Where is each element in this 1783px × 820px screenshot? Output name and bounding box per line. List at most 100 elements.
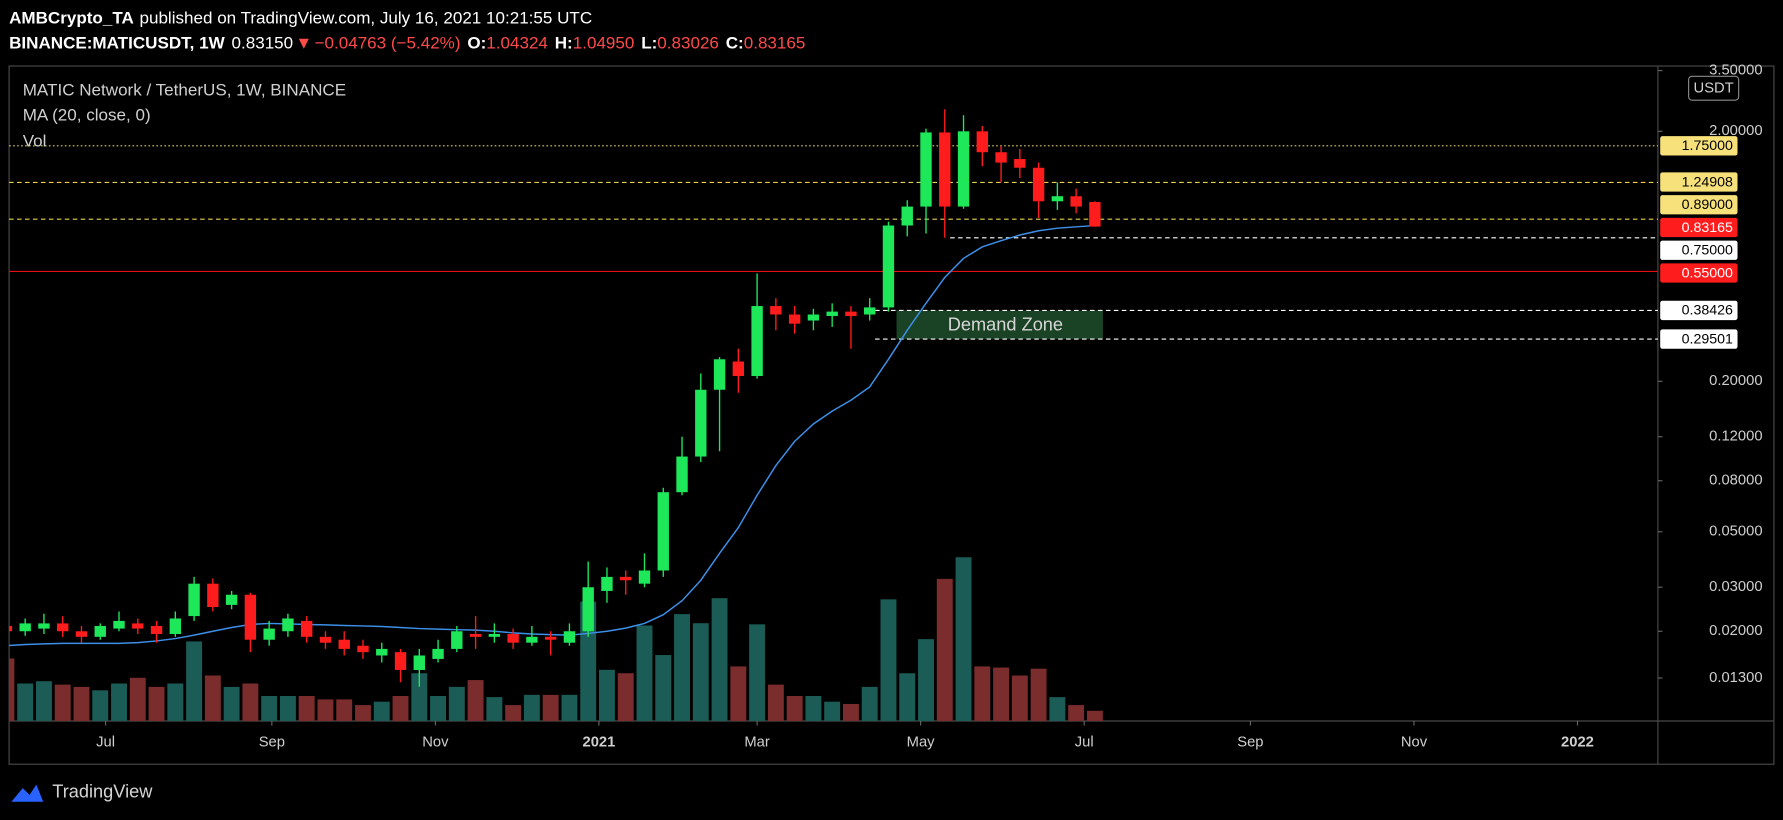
volume-bar — [936, 578, 953, 722]
symbol: BINANCE:MATICUSDT, 1W — [9, 33, 226, 52]
level-label-box — [1660, 136, 1738, 156]
volume-bar — [805, 695, 822, 722]
candle-body — [57, 623, 69, 632]
y-tick-label: 2.00000 — [1709, 123, 1762, 139]
volume-bar — [1011, 675, 1028, 722]
volume-bar — [467, 680, 484, 722]
candle-body — [788, 314, 801, 324]
x-tick-label: Sep — [259, 735, 285, 751]
volume-bar — [636, 625, 653, 722]
volume-bar — [204, 675, 221, 722]
y-tick-label: 0.03000 — [1709, 579, 1762, 595]
y-tick-label: 0.08000 — [1709, 473, 1762, 489]
volume-bar — [336, 699, 353, 722]
candle-body — [282, 618, 294, 632]
volume-bar — [92, 690, 109, 722]
candle-body — [544, 636, 557, 640]
candle-layer — [9, 109, 1101, 687]
demand-zone — [896, 310, 1103, 340]
candle-body — [188, 583, 200, 617]
volume-bar — [242, 683, 259, 722]
volume-bar — [561, 694, 578, 722]
x-tick-label: Nov — [422, 735, 449, 751]
volume-bar — [430, 695, 447, 722]
volume-bar — [1086, 710, 1103, 722]
level-label: 1.24908 — [1682, 174, 1733, 190]
candle-body — [845, 311, 857, 316]
level-label-layer: 1.75000 1.24908 0.89000 0.83165 0.75000 0.550… — [1660, 136, 1738, 349]
close: 0.83165 — [744, 33, 806, 52]
volume-bar — [918, 639, 934, 722]
level-label: 0.38426 — [1682, 303, 1733, 319]
volume-bar — [129, 677, 146, 722]
candle-body — [601, 576, 613, 591]
candle-body — [920, 132, 932, 207]
candle-body — [939, 132, 951, 207]
close-label: C: — [726, 33, 744, 52]
candle-body — [1032, 167, 1045, 202]
candle-body — [75, 631, 88, 637]
published-line: AMBCrypto_TA published on TradingView.com… — [9, 8, 592, 27]
volume-layer — [9, 557, 1103, 722]
level-label: 0.83165 — [1682, 220, 1733, 236]
zone-layer: Demand Zone — [896, 310, 1103, 340]
volume-bar — [711, 598, 728, 722]
level-label-box — [1660, 195, 1738, 215]
open-label: O: — [467, 33, 486, 52]
volume-bar — [824, 701, 841, 722]
low: 0.83026 — [657, 33, 719, 52]
y-tick-label: 3.50000 — [1709, 62, 1762, 78]
candle-body — [582, 587, 594, 632]
candle-body — [995, 152, 1007, 163]
candle-body — [676, 456, 688, 493]
candle-body — [413, 655, 425, 670]
level-label-box — [1660, 300, 1738, 321]
volume-bar — [692, 623, 709, 722]
volume-bar — [261, 695, 278, 722]
volume-bar — [317, 699, 334, 722]
candle-body — [526, 636, 538, 643]
candle-body — [263, 628, 275, 640]
x-tick-label: May — [907, 735, 936, 751]
volume-bar — [111, 683, 127, 722]
level-label: 0.75000 — [1682, 243, 1733, 259]
level-label: 1.75000 — [1682, 138, 1733, 154]
currency-box — [1688, 75, 1740, 101]
candle-body — [563, 631, 576, 643]
axes-layer: 3.50000 2.00000 0.20000 0.12000 0.08000 0.050… — [96, 62, 1762, 750]
candle-body — [225, 594, 238, 605]
candle-body — [207, 583, 219, 608]
volume-bar — [899, 673, 916, 722]
candle-body — [357, 645, 369, 653]
level-label-box — [1660, 172, 1738, 192]
open: 1.04324 — [486, 33, 548, 52]
level-label: 0.29501 — [1682, 331, 1733, 347]
level-layer — [9, 145, 1658, 340]
volume-bar — [279, 695, 296, 722]
candle-body — [507, 634, 519, 643]
candle-body — [301, 620, 313, 637]
candle-body — [19, 623, 31, 632]
chart-title: MATIC Network / TetherUS, 1W, BINANCE — [23, 81, 346, 100]
brand: TradingView — [11, 781, 153, 802]
x-tick-label: Jul — [1075, 735, 1094, 751]
candle-body — [826, 311, 838, 316]
volume-bar — [35, 681, 52, 722]
level-label-box — [1660, 329, 1738, 349]
candle-body — [657, 492, 669, 571]
brand-name: TradingView — [52, 781, 153, 801]
volume-bar — [993, 667, 1010, 722]
volume-bar — [355, 705, 371, 722]
level-label-box — [1660, 263, 1738, 283]
candle-body — [638, 570, 651, 584]
y-tick-label: 0.20000 — [1709, 373, 1762, 389]
candle-body — [976, 131, 988, 153]
candle-body — [169, 618, 182, 635]
candle-body — [38, 623, 50, 629]
currency: USDT — [1694, 81, 1734, 97]
candle-body — [1014, 158, 1026, 168]
level-label: 0.55000 — [1682, 265, 1733, 281]
high-label: H: — [555, 33, 573, 52]
volume-bar — [842, 703, 859, 722]
